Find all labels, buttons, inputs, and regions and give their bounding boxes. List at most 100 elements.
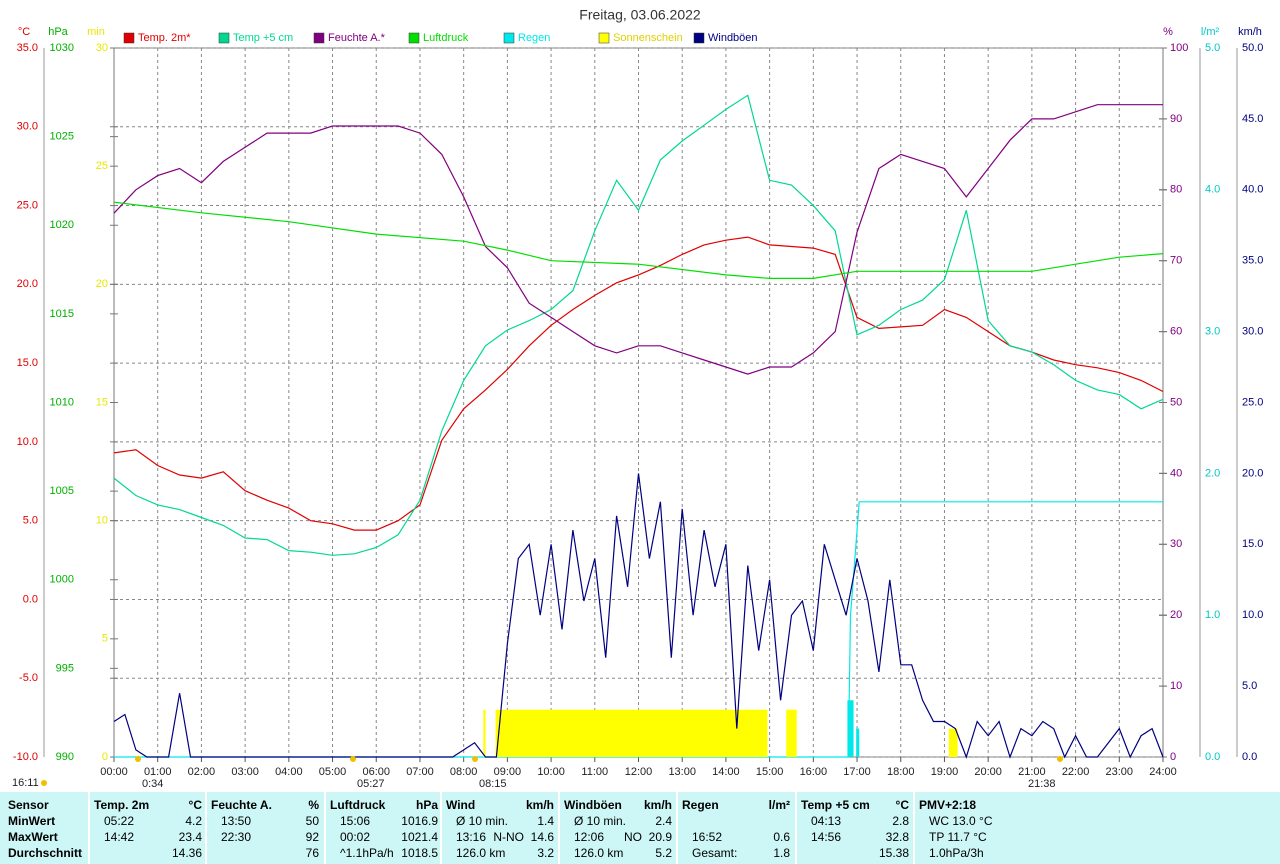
sun-time: 21:38 xyxy=(1028,778,1056,790)
y-tick-label: 5.0 xyxy=(23,515,38,527)
legend-label: Luftdruck xyxy=(423,32,469,44)
series-line xyxy=(113,201,1164,279)
y-tick-label: 20.0 xyxy=(1242,467,1263,479)
x-tick-label: 16:00 xyxy=(800,766,828,778)
cell-value: 15.38 xyxy=(878,846,909,860)
column-header: Feuchte A. xyxy=(211,798,272,812)
y-tick-label: 25 xyxy=(96,160,108,172)
axis-label: hPa xyxy=(48,26,68,38)
y-tick-label: 10.0 xyxy=(17,436,38,448)
y-tick-label: 30.0 xyxy=(17,121,38,133)
column-unit: l/m² xyxy=(768,798,790,812)
y-tick-label: 1020 xyxy=(50,219,74,231)
y-tick-label: 45.0 xyxy=(1242,113,1263,125)
cell-value: 2.4 xyxy=(655,814,672,828)
column-separator xyxy=(324,792,326,864)
y-tick-label: 5.0 xyxy=(1205,42,1220,54)
row-label: MinWert xyxy=(8,814,56,828)
y-tick-label: 15.0 xyxy=(1242,538,1263,550)
corner-time: 16:11 xyxy=(12,777,39,789)
legend-label: Temp +5 cm xyxy=(233,32,293,44)
rain-bar xyxy=(847,700,854,757)
sun-marker xyxy=(472,756,478,762)
y-tick-label: 1015 xyxy=(50,308,74,320)
cell-text: 05:22 xyxy=(104,814,135,828)
y-tick-label: 0.0 xyxy=(23,593,38,605)
y-tick-label: 1005 xyxy=(50,485,74,497)
y-tick-label: 80 xyxy=(1170,184,1182,196)
legend-swatch xyxy=(693,32,705,44)
chart-title: Freitag, 03.06.2022 xyxy=(579,7,701,23)
x-tick-label: 15:00 xyxy=(756,766,784,778)
y-tick-label: 5 xyxy=(102,633,108,645)
cell-text: 16:52 xyxy=(692,830,723,844)
y-tick-label: 20 xyxy=(1170,609,1182,621)
cell-value: 0.6 xyxy=(773,830,790,844)
axis-label: km/h xyxy=(1238,26,1262,38)
sunshine-bar xyxy=(786,709,797,757)
column-unit: km/h xyxy=(525,798,554,812)
column-header: Temp. 2m xyxy=(94,798,150,812)
sun-marker xyxy=(350,756,356,762)
cell-text: 13:16 xyxy=(456,830,487,844)
y-tick-label: 0.0 xyxy=(1242,751,1257,763)
cell-value: 1.8 xyxy=(773,846,790,860)
y-tick-label: 15 xyxy=(96,396,108,408)
cell-text: 22:30 xyxy=(221,830,252,844)
x-tick-label: 22:00 xyxy=(1062,766,1090,778)
legend-swatch xyxy=(123,32,135,44)
column-unit: % xyxy=(308,798,319,812)
y-tick-label: 1030 xyxy=(50,42,74,54)
cell-value: 1.4 xyxy=(537,814,554,828)
x-tick-label: 04:00 xyxy=(275,766,303,778)
cell-value: 50 xyxy=(305,814,319,828)
cell-value: 14.6 xyxy=(530,830,554,844)
column-separator xyxy=(558,792,560,864)
cell-value: 23.4 xyxy=(178,830,202,844)
y-tick-label: 10 xyxy=(96,515,108,527)
y-tick-label: 2.0 xyxy=(1205,467,1220,479)
column-separator xyxy=(795,792,797,864)
axis-label: °C xyxy=(18,26,30,38)
y-tick-label: 990 xyxy=(56,751,74,763)
row-label: Sensor xyxy=(8,798,49,812)
axis-label: l/m² xyxy=(1201,26,1220,38)
y-tick-label: 40 xyxy=(1170,467,1182,479)
sun-time: 0:34 xyxy=(142,778,163,790)
x-tick-label: 21:00 xyxy=(1018,766,1046,778)
sun-time: 05:27 xyxy=(357,778,385,790)
cell-text: 13:50 xyxy=(221,814,252,828)
y-tick-label: 35.0 xyxy=(1242,255,1263,267)
cell-text: 126.0 km xyxy=(574,846,624,860)
cell-value: 2.8 xyxy=(892,814,909,828)
legend-label: Feuchte A.* xyxy=(328,32,386,44)
cell-text: Gesamt: xyxy=(692,846,738,860)
cell-text: Ø 10 min. xyxy=(574,814,627,828)
cell-text: Ø 10 min. xyxy=(456,814,509,828)
cell-value: 14.36 xyxy=(171,846,202,860)
y-tick-label: 40.0 xyxy=(1242,184,1263,196)
column-separator xyxy=(913,792,915,864)
y-tick-label: 5.0 xyxy=(1242,680,1257,692)
sunshine-bar xyxy=(495,709,768,757)
x-tick-label: 00:00 xyxy=(100,766,128,778)
column-header: Wind xyxy=(446,798,476,812)
cell-text: 14:56 xyxy=(811,830,842,844)
y-tick-label: 10.0 xyxy=(1242,609,1263,621)
y-tick-label: 995 xyxy=(56,662,74,674)
row-label: Durchschnitt xyxy=(8,846,83,860)
axis-label: min xyxy=(87,26,105,38)
y-tick-label: 1000 xyxy=(50,574,74,586)
legend-label: Temp. 2m* xyxy=(138,32,191,44)
cell-text: 04:13 xyxy=(811,814,842,828)
cell-value: 32.8 xyxy=(885,830,909,844)
rain-bar xyxy=(856,728,860,757)
cell-value: 1021.4 xyxy=(401,830,438,844)
column-header: Temp +5 cm xyxy=(801,798,870,812)
column-header: Regen xyxy=(682,798,719,812)
column-unit: °C xyxy=(188,798,202,812)
column-header: Windböen xyxy=(564,798,622,812)
y-tick-label: 30 xyxy=(96,42,108,54)
column-separator xyxy=(205,792,207,864)
